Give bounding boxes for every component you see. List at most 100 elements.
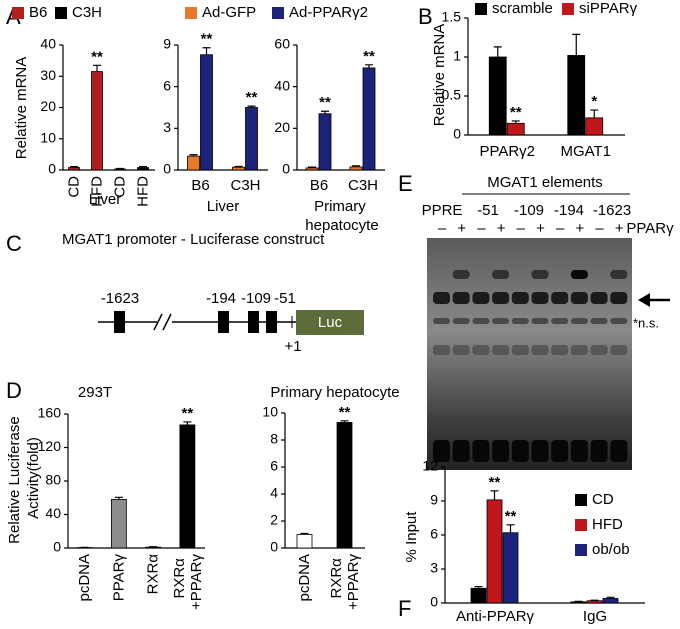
significance: ** [339, 404, 351, 421]
legend-swatch [575, 544, 587, 556]
y-tick-label: 6 [163, 77, 171, 93]
y-tick-label: 80 [45, 472, 61, 488]
y-tick-label: 30 [40, 67, 56, 83]
bar [305, 167, 319, 171]
y-tick-label: 3 [430, 560, 438, 576]
gel-band [590, 292, 608, 304]
gel-band [472, 345, 490, 355]
gel-band [531, 318, 549, 324]
error-bar [490, 490, 499, 500]
y-axis-label: % Input [403, 511, 420, 563]
legend-swatch [562, 3, 574, 15]
y-tick-label: 0 [163, 161, 171, 177]
x-tick-label: PPARγ [110, 554, 127, 602]
gel-band [511, 440, 529, 462]
legend-label: HFD [592, 516, 623, 533]
panel-label: C [6, 231, 22, 256]
panel-label: E [398, 171, 413, 196]
gel-band [590, 440, 608, 462]
legend-swatch [272, 7, 284, 19]
y-tick-label: 10 [262, 404, 278, 420]
gel-band [610, 292, 628, 304]
gel-band [492, 318, 510, 324]
gel-band [551, 440, 569, 462]
error-bar [93, 64, 101, 72]
x-tick-label: Anti-PPARγ [456, 608, 535, 625]
significance: ** [510, 104, 522, 121]
panel-label: D [6, 378, 22, 403]
bar [486, 499, 503, 604]
gel-band [492, 440, 510, 462]
significance: ** [201, 31, 213, 48]
error-bar [506, 524, 515, 533]
gel-band [472, 440, 490, 462]
gel-band [452, 270, 470, 279]
bar [586, 600, 603, 604]
y-tick-label: 12 [422, 458, 438, 474]
gel-band [452, 318, 470, 324]
gel-band [531, 292, 549, 304]
error-bar [511, 120, 520, 124]
emsa: MGAT1 elements PPRE -51 -109 -194 -1623 … [422, 174, 674, 470]
gel-band [452, 440, 470, 462]
bar [506, 122, 525, 136]
error-bar [572, 33, 581, 56]
gel-band [472, 318, 490, 324]
chart: 0 3 6 9 B6 ** C3H ** Liver Ad-GFP Ad-PPARγ2 [163, 4, 368, 215]
construct-diagram: MGAT1 promoter - Luciferase construct Lu… [62, 231, 364, 355]
sign-label: – [477, 220, 486, 237]
y-tick-label: 20 [274, 119, 290, 135]
gel-band [433, 318, 450, 324]
chart-title: Primary hepatocyte [270, 384, 399, 401]
y-tick-label: 160 [38, 405, 62, 421]
bar [470, 587, 487, 604]
panel-label: F [398, 596, 411, 621]
response-element [248, 311, 259, 333]
gel-band [511, 345, 529, 355]
bar [585, 117, 604, 136]
gel-band [590, 318, 608, 324]
gel-band [492, 292, 510, 304]
gel-band [551, 292, 569, 304]
bar [488, 56, 507, 136]
construct-title: MGAT1 promoter - Luciferase construct [62, 231, 325, 248]
y-tick-label: 4 [270, 485, 278, 501]
gel-band [590, 345, 608, 355]
significance: ** [363, 48, 375, 65]
bar [187, 155, 200, 171]
lane-label: -109 [514, 202, 544, 219]
error-bar [202, 47, 211, 55]
sign-label: + [457, 220, 466, 237]
gel-band [433, 292, 450, 304]
bar [110, 499, 127, 549]
error-bar [340, 420, 349, 423]
error-bar [493, 46, 502, 57]
bar [318, 113, 332, 171]
legend-label: Ad-GFP [202, 4, 256, 21]
gel-band [551, 318, 569, 324]
legend-label: CD [592, 491, 614, 508]
bar [336, 422, 353, 549]
x-tick-label: RXRα +PPARγ [171, 554, 205, 610]
y-tick-label: 40 [274, 77, 290, 93]
chart-title: 293T [78, 384, 112, 401]
y-tick-label: 10 [40, 129, 56, 145]
y-tick-label: 6 [270, 458, 278, 474]
y-tick-label: 2 [270, 512, 278, 528]
bar [68, 167, 80, 171]
error-bar [183, 421, 192, 425]
gel-band [433, 345, 450, 355]
y-tick-label: 120 [38, 438, 62, 454]
gel-band [610, 270, 628, 279]
reporter-label: Luc [318, 314, 343, 331]
lane-label: -51 [477, 202, 499, 219]
lane-label: -194 [554, 202, 584, 219]
break-mark [162, 313, 172, 331]
treatment-label: PPARγ [626, 220, 674, 237]
y-tick-label: 40 [45, 505, 61, 521]
bar [114, 168, 126, 171]
legend-swatch [55, 7, 67, 19]
y-tick-label: 6 [430, 526, 438, 542]
error-bar [234, 165, 243, 168]
